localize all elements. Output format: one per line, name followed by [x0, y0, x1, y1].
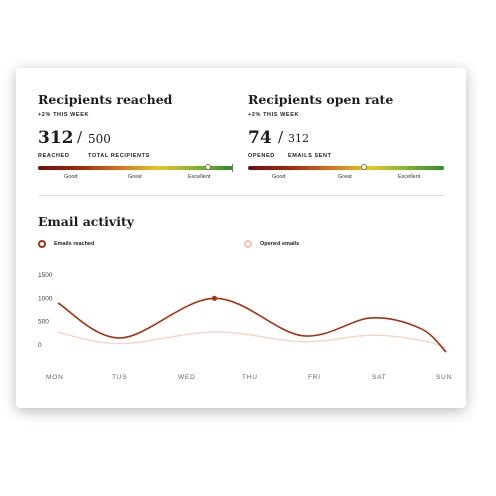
opened-emails-ring-icon — [244, 240, 252, 248]
opened-caption: OPENED — [248, 153, 275, 159]
emails-reached-ring-icon — [38, 240, 46, 248]
scale-label-great: Great — [128, 174, 142, 180]
reached-caption: REACHED — [38, 153, 70, 159]
scale-label-excellent: Excellent — [398, 174, 421, 180]
dashboard-card: Recipients reached +2% THIS WEEK 312 / 5… — [16, 68, 466, 408]
emails-sent-value: 312 — [288, 132, 309, 145]
series-line-emails-reached — [57, 297, 447, 353]
email-activity-chart: 1500 1000 500 0 MON TUS WED THU FRI SAT SUN — [38, 272, 452, 381]
x-tick-label-fri: FRI — [308, 374, 321, 381]
recipients-reached-panel: Recipients reached +2% THIS WEEK — [38, 92, 238, 118]
metric-title: Recipients open rate — [248, 92, 394, 107]
x-tick-label-wed: WED — [178, 374, 196, 381]
legend-opened-emails[interactable]: Opened emails — [244, 240, 299, 248]
scale-label-good: Good — [64, 174, 78, 180]
y-tick-label: 0 — [38, 342, 42, 349]
metric-title: Recipients reached — [38, 92, 173, 107]
open-rate-score-bar — [248, 164, 444, 170]
y-tick-label: 1500 — [38, 272, 53, 279]
value-separator: / — [77, 128, 83, 146]
metric-subtitle: +2% THIS WEEK — [248, 112, 300, 118]
series-line-opened-emails — [57, 331, 447, 349]
legend-emails-reached[interactable]: Emails reached — [38, 240, 94, 248]
total-recipients-value: 500 — [88, 132, 111, 146]
reached-score-bar — [38, 164, 233, 172]
opened-value: 74 — [248, 128, 272, 148]
value-separator: / — [278, 128, 284, 146]
y-tick-label: 1000 — [38, 295, 53, 302]
open-rate-score-marker — [360, 164, 367, 170]
scale-label-great: Great — [338, 174, 352, 180]
metric-subtitle: +2% THIS WEEK — [38, 112, 90, 118]
scale-label-excellent: Excellent — [188, 174, 211, 180]
x-tick-label-mon: MON — [46, 374, 64, 381]
x-tick-label-sun: SUN — [436, 374, 452, 381]
legend-label: Emails reached — [54, 241, 95, 247]
x-tick-label-thu: THU — [242, 374, 258, 381]
section-divider — [38, 195, 444, 196]
email-activity-title: Email activity — [38, 214, 134, 229]
highlight-point[interactable] — [211, 295, 218, 301]
reached-value: 312 — [38, 128, 74, 148]
legend-label: Opened emails — [260, 241, 300, 247]
total-recipients-caption: TOTAL RECIPIENTS — [88, 153, 150, 159]
open-rate-panel: Recipients open rate +2% THIS WEEK — [248, 92, 448, 118]
emails-sent-caption: EMAILS SENT — [288, 153, 332, 159]
scale-label-good: Good — [272, 174, 286, 180]
score-bar-end-tick — [232, 164, 233, 172]
y-tick-label: 500 — [38, 319, 49, 326]
x-tick-label-tus: TUS — [112, 374, 127, 381]
x-tick-label-sat: SAT — [372, 374, 387, 381]
reached-score-marker — [204, 164, 211, 170]
